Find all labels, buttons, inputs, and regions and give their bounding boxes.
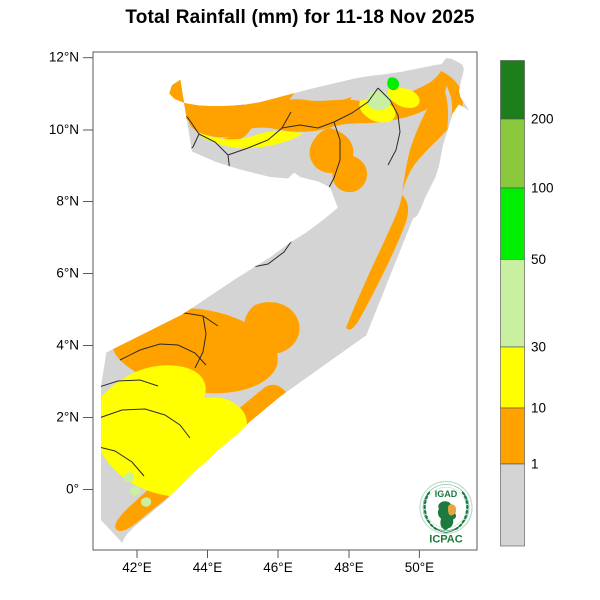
svg-text:0°: 0° — [66, 481, 79, 496]
svg-text:8°N: 8°N — [56, 193, 79, 208]
svg-text:6°N: 6°N — [56, 265, 79, 280]
svg-text:46°E: 46°E — [263, 560, 292, 575]
svg-text:12°N: 12°N — [49, 50, 79, 65]
svg-text:50°E: 50°E — [405, 560, 434, 575]
svg-text:48°E: 48°E — [334, 560, 363, 575]
svg-text:44°E: 44°E — [193, 560, 222, 575]
svg-text:50: 50 — [531, 252, 546, 267]
svg-text:200: 200 — [531, 112, 554, 127]
svg-text:30: 30 — [531, 340, 546, 355]
svg-text:4°N: 4°N — [56, 337, 79, 352]
svg-text:42°E: 42°E — [122, 560, 151, 575]
svg-text:2°N: 2°N — [56, 409, 79, 424]
svg-text:10: 10 — [531, 401, 546, 416]
svg-text:ICPAC: ICPAC — [429, 534, 462, 546]
svg-text:IGAD: IGAD — [435, 489, 458, 499]
svg-text:10°N: 10°N — [49, 122, 79, 137]
svg-text:1: 1 — [531, 457, 539, 472]
svg-text:100: 100 — [531, 181, 554, 196]
